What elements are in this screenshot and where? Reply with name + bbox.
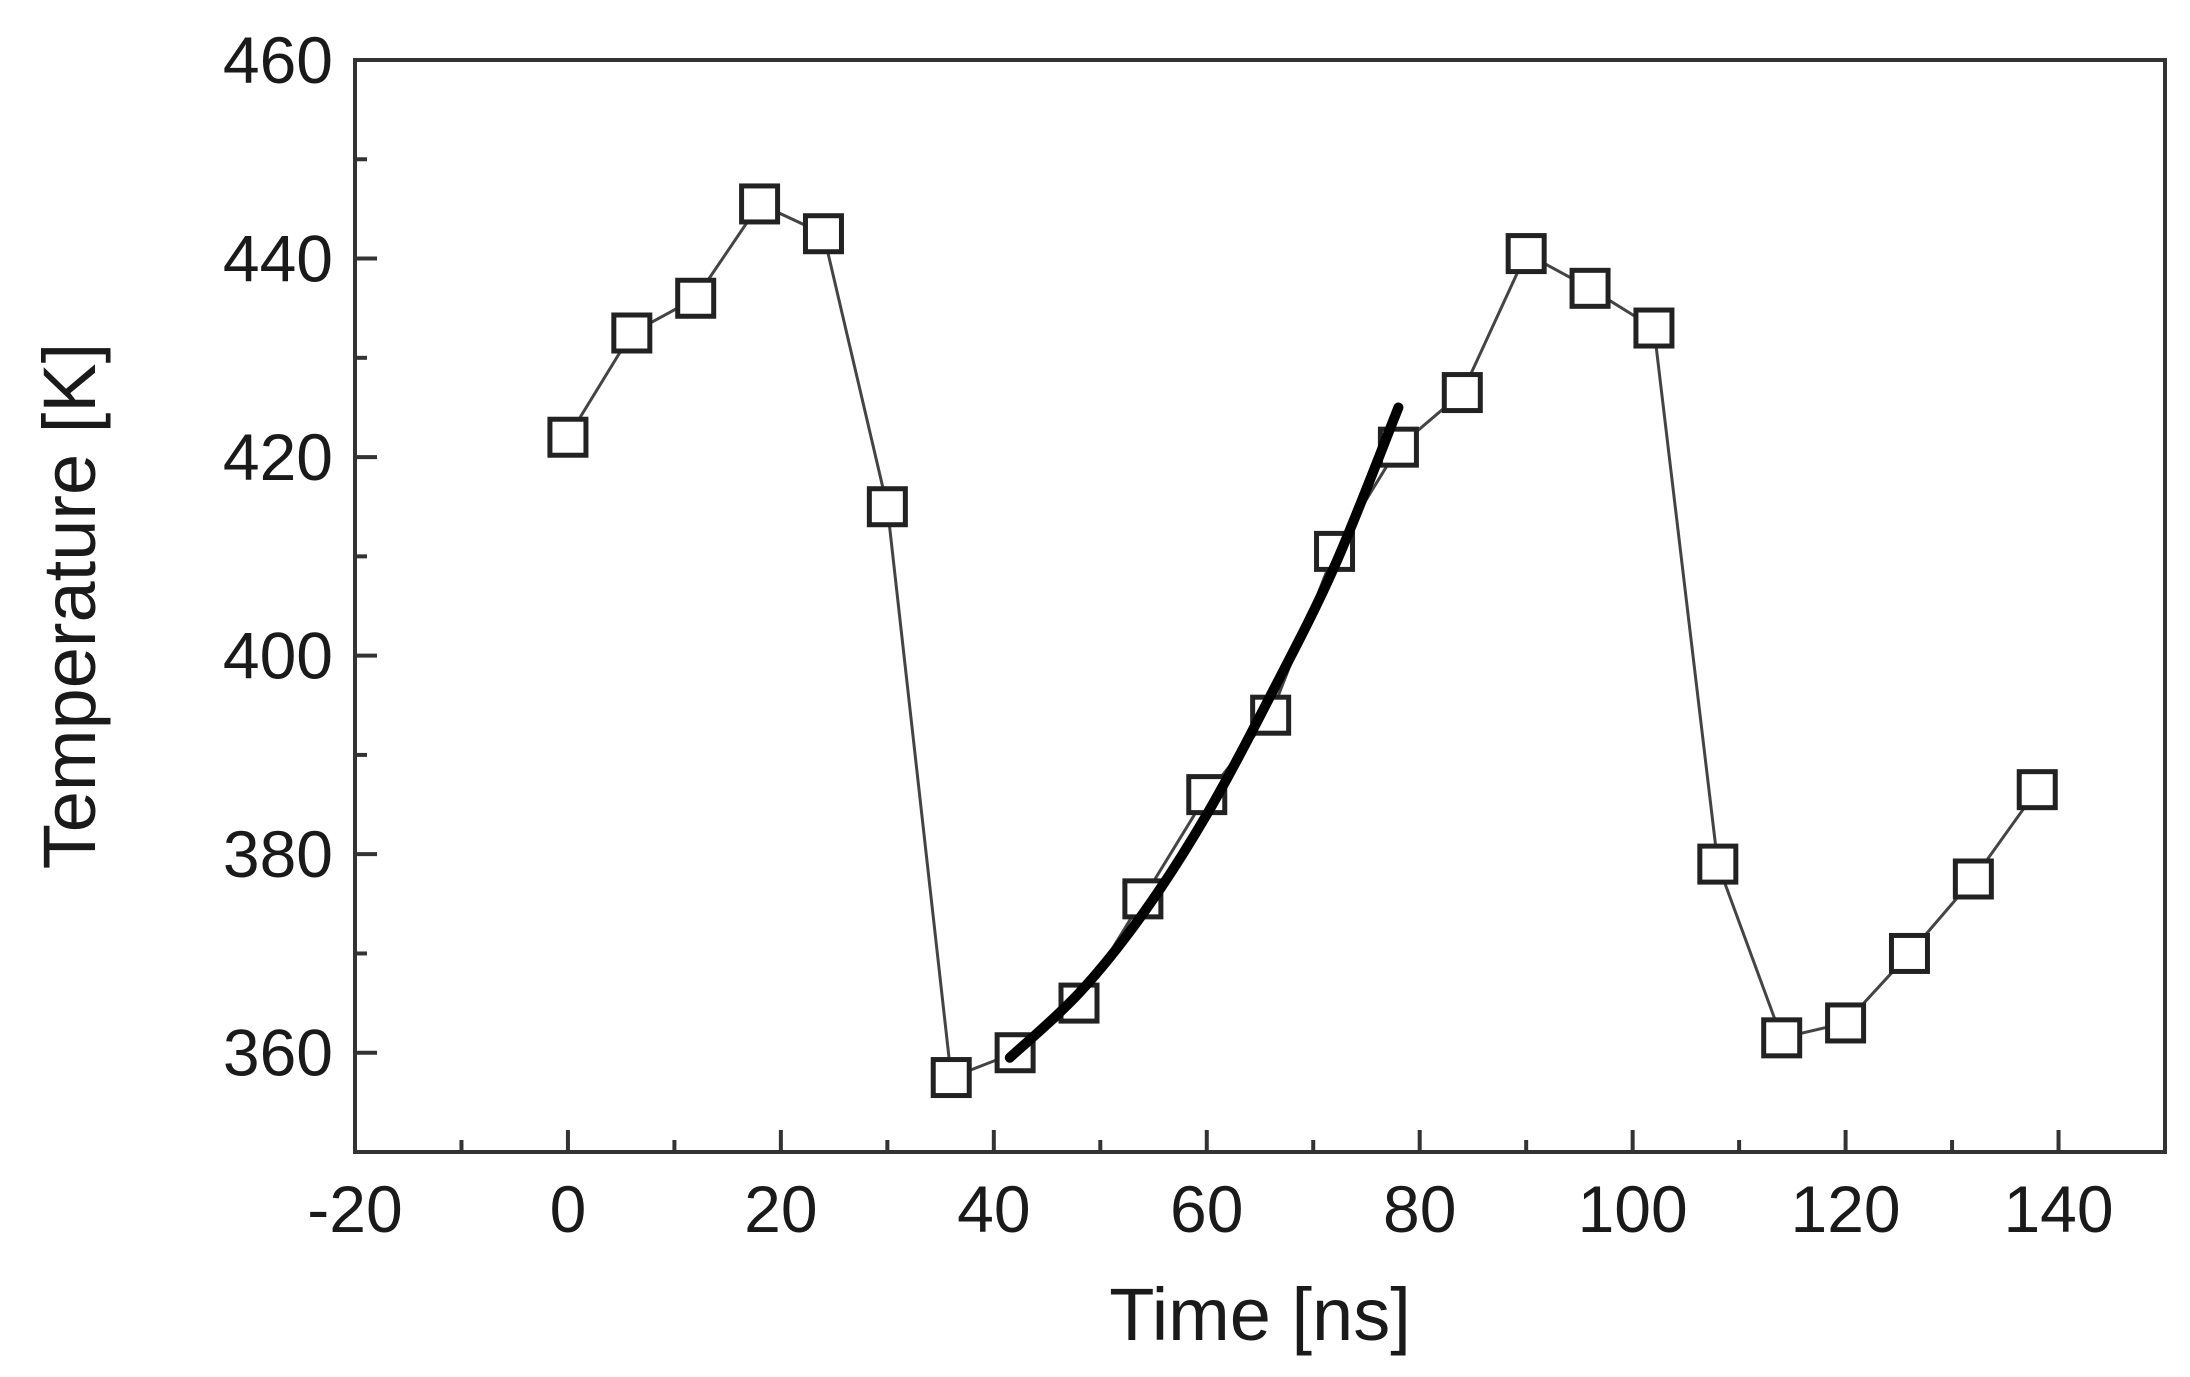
x-tick-labels: -20 0 20 40 60 80 100 120 140	[307, 1172, 2113, 1246]
y-tick-labels: 360 380 400 420 440 460	[223, 23, 333, 1090]
y-tick-label: 360	[223, 1016, 333, 1090]
data-point	[1569, 267, 1611, 309]
data-point	[930, 1057, 972, 1099]
x-tick-label: 120	[1791, 1172, 1901, 1246]
x-axis-title: Time [ns]	[1109, 1273, 1411, 1356]
x-tick-label: 100	[1578, 1172, 1688, 1246]
data-point	[739, 183, 781, 225]
y-tick-label: 420	[223, 420, 333, 494]
y-tick-label: 460	[223, 23, 333, 97]
data-point	[1505, 233, 1547, 275]
x-tick-label: 60	[1170, 1172, 1243, 1246]
data-point	[802, 213, 844, 255]
fit-curve-layer	[1004, 402, 1404, 1063]
fit-curve	[1004, 402, 1404, 1063]
x-tick-label: 20	[744, 1172, 817, 1246]
data-point	[2016, 769, 2058, 811]
data-point	[1952, 858, 1994, 900]
data-point	[1888, 932, 1930, 974]
data-point	[547, 416, 589, 458]
data-point	[1825, 1002, 1867, 1044]
y-tick-label: 440	[223, 222, 333, 296]
data-point	[1761, 1017, 1803, 1059]
x-tick-label: 140	[2003, 1172, 2113, 1246]
y-tick-label: 400	[223, 619, 333, 693]
data-point	[611, 312, 653, 354]
x-tick-label: 40	[957, 1172, 1030, 1246]
data-point	[675, 277, 717, 319]
data-point	[1441, 372, 1483, 414]
y-axis-title: Temperature [K]	[28, 343, 111, 869]
x-tick-label: 80	[1383, 1172, 1456, 1246]
data-point	[1697, 843, 1739, 885]
data-point	[866, 486, 908, 528]
data-point	[1633, 307, 1675, 349]
y-tick-label: 380	[223, 817, 333, 891]
axis-ticks	[353, 58, 2167, 1154]
plot-frame	[353, 58, 2167, 1154]
x-tick-label: -20	[307, 1172, 402, 1246]
x-tick-label: 0	[550, 1172, 587, 1246]
